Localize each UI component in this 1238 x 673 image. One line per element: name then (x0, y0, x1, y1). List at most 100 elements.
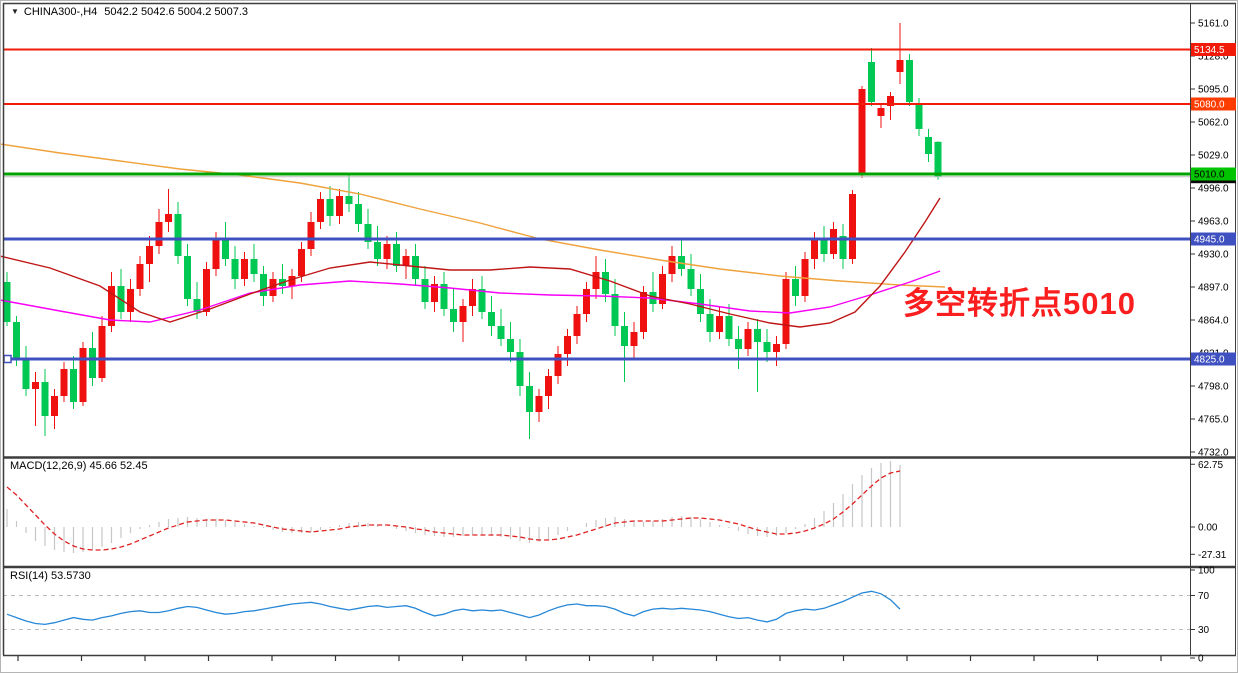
candle-down (706, 314, 714, 332)
candle-up (241, 259, 248, 279)
candle-down (222, 239, 229, 259)
candle-down (450, 309, 457, 322)
candle-up (564, 336, 571, 354)
candle-down (421, 279, 429, 302)
candle-down (355, 204, 362, 224)
scale-tick-label: 4864.0 (1198, 316, 1229, 327)
candle-down (3, 282, 11, 322)
candle-up (773, 344, 780, 352)
candle-up (744, 329, 752, 349)
candle-up (402, 256, 410, 266)
candle-up (298, 249, 305, 276)
candle-up (98, 326, 106, 378)
candle-down (89, 348, 96, 378)
candle-down (364, 224, 372, 242)
candle-down (602, 272, 609, 294)
candle-down (22, 359, 30, 389)
price-badge-label: 4825.0 (1194, 355, 1225, 366)
scale-tick-label: 5062.0 (1198, 118, 1229, 129)
scale-tick-label: 4996.0 (1198, 184, 1229, 195)
candle-down (611, 294, 619, 326)
candle-up (165, 214, 172, 222)
macd-signal-line (6, 470, 901, 551)
candle-up (545, 376, 552, 396)
scale-tick-label: -27.31 (1198, 550, 1227, 561)
candle-up (830, 229, 837, 254)
candle-down (906, 60, 913, 102)
candle-up (203, 269, 210, 312)
candle-down (250, 259, 258, 274)
candle-up (155, 222, 163, 246)
scale-tick-label: 4930.0 (1198, 250, 1229, 261)
scale-tick-label: 0 (1198, 654, 1204, 665)
candle-down (478, 289, 486, 312)
candle-down (725, 316, 733, 339)
scale-tick-label: 5095.0 (1198, 85, 1229, 96)
candle-up (573, 314, 581, 336)
candle-down (393, 244, 400, 266)
candle-up (269, 279, 277, 296)
candle-down (820, 239, 828, 254)
scale-tick-label: 70 (1198, 591, 1210, 602)
scale-tick-label: 5128.0 (1198, 52, 1229, 63)
chart-title: ▼ CHINA300-,H4 5042.2 5042.6 5004.2 5007.3 (11, 6, 248, 18)
price-badge-label: 5134.5 (1194, 45, 1225, 56)
price-badge-label: 5080.0 (1194, 100, 1225, 111)
candle-up (431, 284, 438, 302)
ma-mid-line (0, 270, 941, 323)
candle-down (174, 214, 182, 256)
candle-up (136, 264, 144, 289)
candle-down (687, 269, 695, 289)
price-annotation-text[interactable]: 多空转折点5010 (903, 286, 1136, 321)
candle-down (526, 386, 533, 412)
candle-up (127, 289, 134, 312)
scale-tick-label: 30 (1198, 625, 1210, 636)
ma-slow-line (0, 143, 946, 288)
candle-down (13, 322, 20, 359)
candle-down (41, 382, 49, 416)
candle-down (763, 342, 771, 352)
scale-tick-label: 4732.0 (1198, 448, 1229, 459)
scale-tick-label: 4963.0 (1198, 217, 1229, 228)
candle-up (554, 354, 562, 376)
candle-up (317, 199, 324, 222)
price-badge (1191, 167, 1236, 181)
candle-up (640, 292, 647, 332)
candle-down (70, 369, 77, 402)
price-badge-label: 4945.0 (1194, 235, 1225, 246)
candle-up (782, 279, 790, 344)
ma-fast-line (0, 197, 941, 328)
candle-down (184, 256, 191, 299)
candle-down (735, 339, 742, 349)
candle-up (108, 286, 115, 326)
rsi-line (6, 590, 901, 626)
candle-up (212, 239, 220, 269)
price-badge-label: 5010.0 (1194, 170, 1225, 181)
ohlc-quote-label: 5042.2 5042.6 5004.2 5007.3 (104, 6, 249, 18)
candle-up (583, 289, 590, 314)
candle-down (925, 137, 932, 154)
candle-up (716, 316, 723, 332)
candle-up (146, 246, 153, 264)
candle-down (193, 299, 201, 312)
candle-up (535, 396, 543, 412)
candle-down (697, 289, 704, 314)
candle-up (79, 348, 87, 402)
line-drag-handle[interactable] (3, 354, 12, 364)
candle-down (934, 141, 942, 177)
candle-up (288, 276, 296, 286)
candle-up (60, 369, 68, 396)
candle-down (412, 256, 419, 279)
candle-up (383, 244, 391, 259)
candle-down (915, 104, 923, 129)
collapse-arrow-icon[interactable]: ▼ (11, 7, 19, 16)
candle-up (896, 60, 904, 72)
candle-down (621, 326, 628, 346)
candle-up (51, 396, 58, 416)
symbol-period-label: CHINA300-,H4 (23, 6, 98, 18)
candle-up (877, 108, 885, 116)
candle-down (231, 259, 239, 279)
candle-up (887, 96, 894, 106)
candle-down (260, 274, 267, 296)
